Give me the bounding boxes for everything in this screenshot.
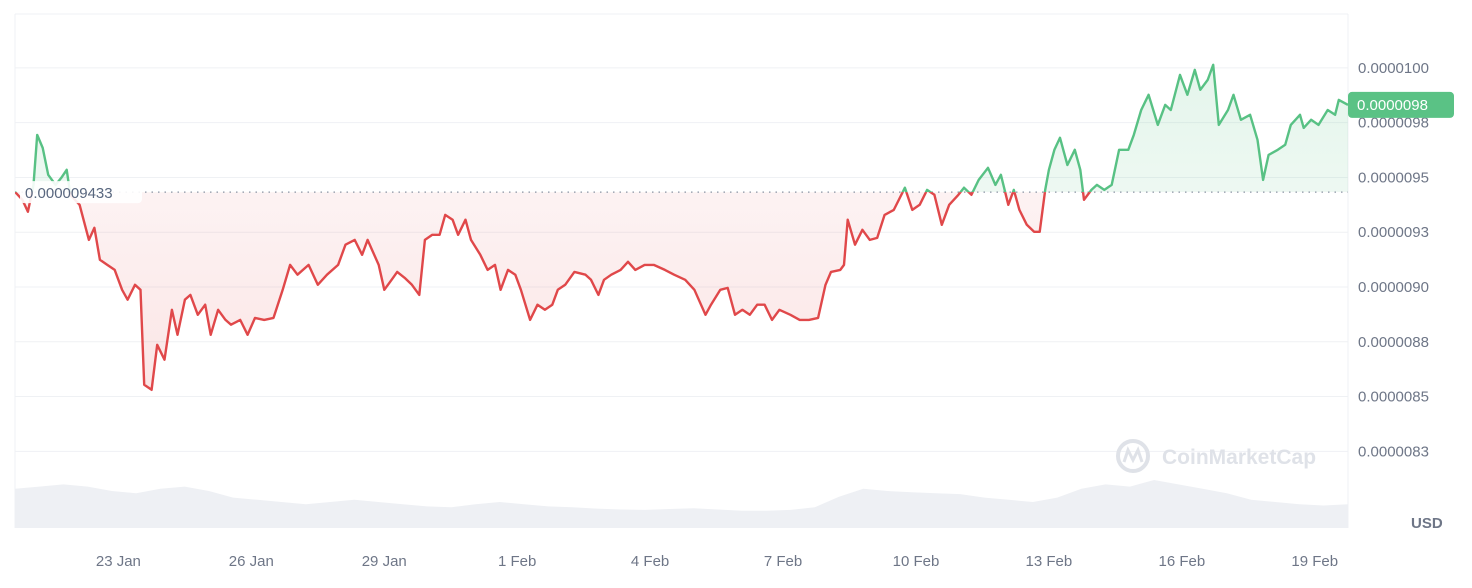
price-line-down [15,192,1092,391]
price-line-up [15,63,1348,193]
y-tick-label: 0.0000100 [1358,60,1429,77]
y-tick-label: 0.0000098 [1358,115,1429,132]
y-tick-label: 0.0000088 [1358,334,1429,351]
x-tick-label: 29 Jan [362,553,407,570]
area-below-baseline [15,192,1090,390]
x-axis: 23 Jan 26 Jan 29 Jan 1 Feb 4 Feb 7 Feb 10 Feb 1… [96,553,1338,570]
y-tick-label: 0.0000095 [1358,169,1429,186]
currency-label: USD [1411,515,1443,532]
last-price-badge: 0.0000098 [1348,91,1454,118]
y-axis: 0.0000100 0.0000098 0.0000095 0.0000093 0.00… [1358,60,1429,460]
x-tick-label: 10 Feb [893,553,940,570]
x-tick-label: 26 Jan [229,553,274,570]
area-above-baseline [15,64,1348,193]
x-tick-label: 19 Feb [1291,553,1338,570]
baseline-value: 0.000009433 [25,185,113,202]
x-tick-label: 1 Feb [498,553,536,570]
y-tick-label: 0.0000085 [1358,389,1429,406]
y-tick-label: 0.0000090 [1358,279,1429,296]
x-tick-label: 23 Jan [96,553,141,570]
watermark-text: CoinMarketCap [1162,446,1316,469]
x-tick-label: 13 Feb [1026,553,1073,570]
last-price-value: 0.0000098 [1357,97,1428,114]
y-tick-label: 0.0000083 [1358,443,1429,460]
coinmarketcap-watermark: CoinMarketCap [1116,439,1316,473]
volume-area [15,480,1348,528]
baseline-label: 0.000009433 [20,181,142,204]
x-tick-label: 16 Feb [1158,553,1205,570]
x-tick-label: 4 Feb [631,553,669,570]
x-tick-label: 7 Feb [764,553,802,570]
y-tick-label: 0.0000093 [1358,224,1429,241]
